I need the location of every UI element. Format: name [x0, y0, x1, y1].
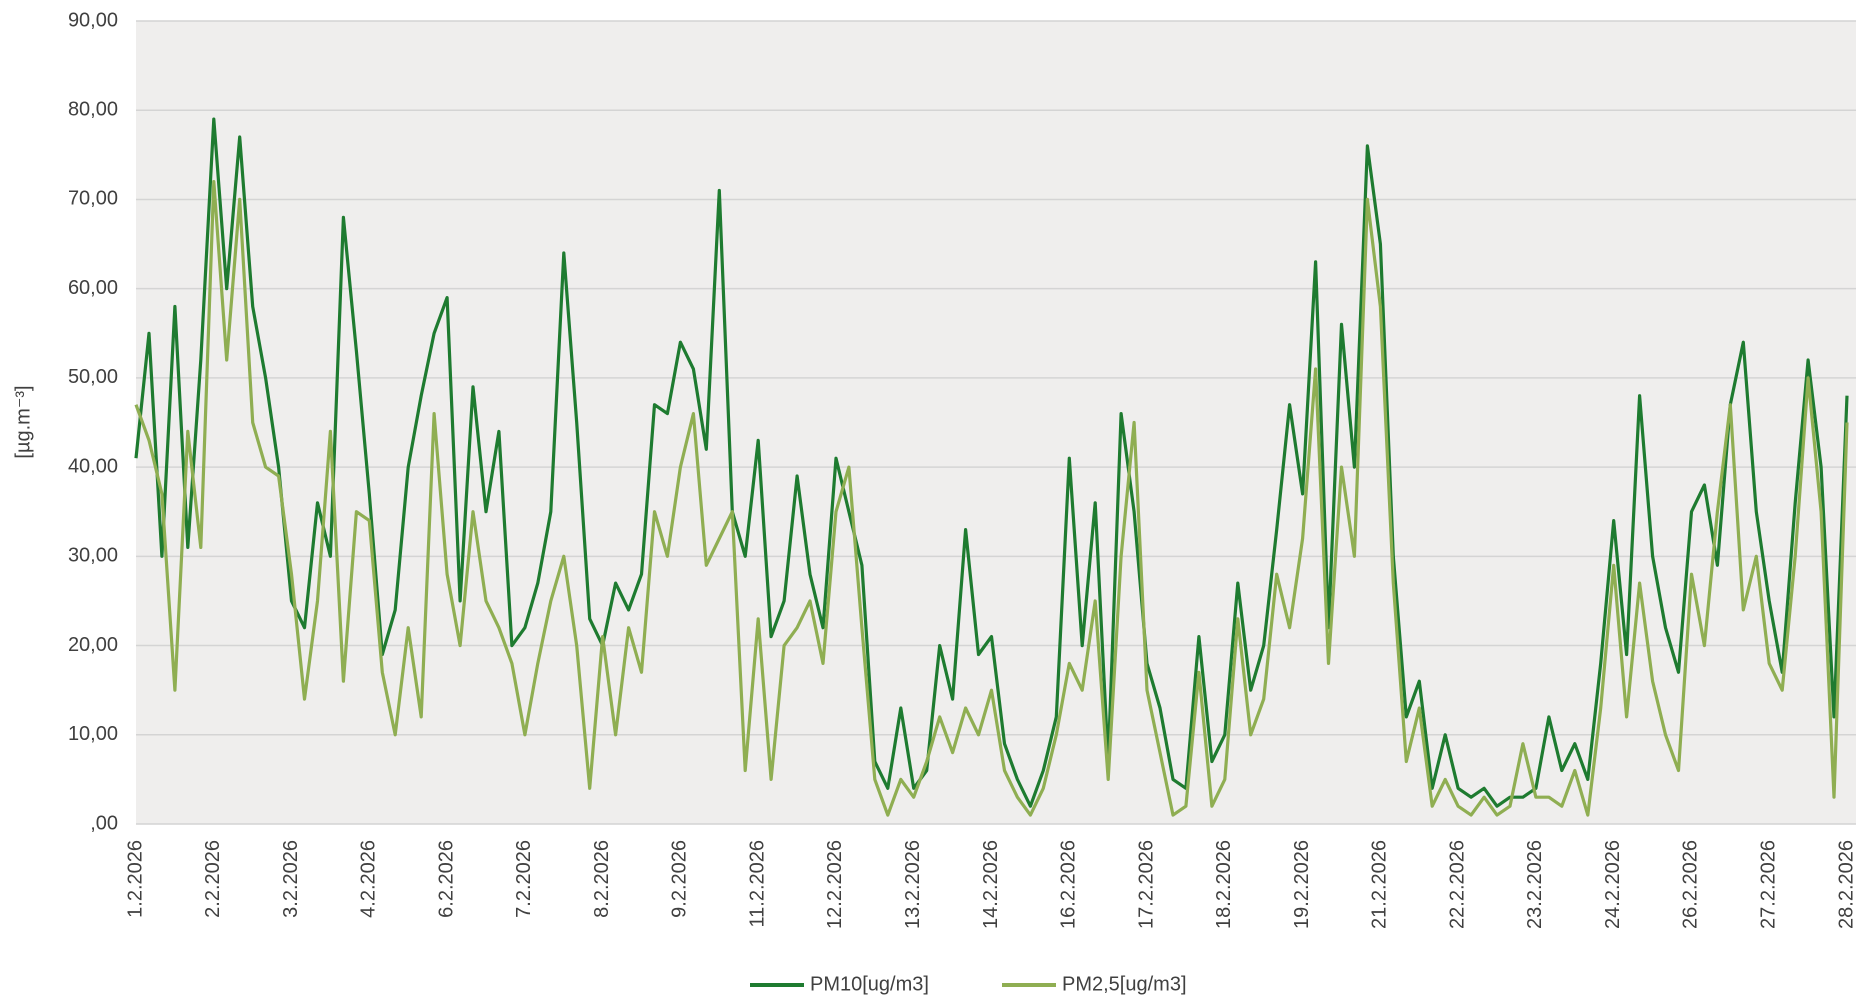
x-tick-label: 16.2.2026 [1058, 840, 1080, 929]
x-tick-label: 9.2.2026 [669, 840, 691, 918]
x-tick-label: 18.2.2026 [1213, 840, 1235, 929]
x-tick-label: 14.2.2026 [980, 840, 1002, 929]
x-tick-label: 19.2.2026 [1291, 840, 1313, 929]
x-tick-label: 1.2.2026 [124, 840, 146, 918]
x-tick-label: 11.2.2026 [746, 840, 768, 928]
x-tick-label: 17.2.2026 [1135, 840, 1157, 929]
x-tick-label: 12.2.2026 [824, 840, 846, 929]
series-line [134, 117, 1849, 808]
y-tick-label: 20,00 [68, 634, 118, 656]
y-tick-label: 50,00 [68, 366, 118, 388]
y-tick-label: 90,00 [68, 9, 118, 31]
plot-area [136, 21, 1856, 824]
x-tick-label: 23.2.2026 [1524, 840, 1546, 929]
y-tick-label: 30,00 [68, 545, 118, 567]
y-tick-label: ,00 [90, 812, 118, 834]
y-tick-label: 40,00 [68, 455, 118, 477]
y-tick-label: 60,00 [68, 277, 118, 299]
x-tick-label: 3.2.2026 [280, 840, 302, 918]
x-tick-label: 13.2.2026 [902, 840, 924, 929]
x-tick-label: 6.2.2026 [435, 840, 457, 918]
x-tick-label: 8.2.2026 [591, 840, 613, 918]
x-tick-label: 24.2.2026 [1602, 840, 1624, 929]
y-tick-label: 70,00 [68, 188, 118, 210]
x-tick-label: 7.2.2026 [513, 840, 535, 918]
x-tick-label: 22.2.2026 [1446, 840, 1468, 929]
legend-label: PM2,5[ug/m3] [1062, 973, 1187, 995]
legend-label: PM10[ug/m3] [810, 973, 929, 995]
y-tick-label: 80,00 [68, 99, 118, 121]
y-axis-label: [µg.m⁻³] [12, 385, 34, 458]
x-tick-label: 21.2.2026 [1369, 840, 1391, 929]
x-tick-label: 28.2.2026 [1835, 840, 1856, 929]
y-tick-label: 10,00 [68, 723, 118, 745]
series-line [134, 180, 1849, 817]
x-tick-label: 26.2.2026 [1680, 840, 1702, 929]
x-tick-label: 4.2.2026 [358, 840, 380, 918]
x-tick-label: 27.2.2026 [1758, 840, 1780, 929]
x-tick-label: 2.2.2026 [202, 840, 224, 918]
